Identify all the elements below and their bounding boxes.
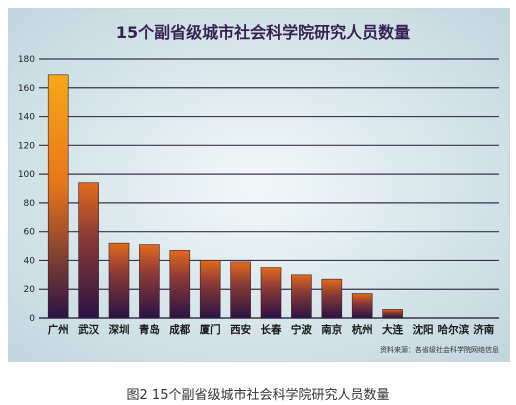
bar — [260, 267, 282, 319]
x-tick-label: 南京 — [321, 323, 342, 336]
y-tick-label: 120 — [18, 141, 35, 151]
bar-chart: 15个副省级城市社会科学院研究人员数量 0 20 40 60 80 100 120 140 16… — [9, 9, 509, 361]
bar — [230, 261, 251, 319]
y-tick-label: 80 — [24, 199, 36, 209]
bar — [199, 260, 221, 319]
y-tick-label: 0 — [29, 314, 35, 324]
bar — [108, 242, 130, 319]
bar — [291, 274, 312, 319]
y-tick-label: 100 — [18, 170, 35, 180]
x-tick-label: 长春 — [261, 323, 282, 336]
x-tick-label: 青岛 — [139, 323, 160, 336]
x-tick-label: 西安 — [230, 323, 251, 336]
bar — [351, 293, 373, 319]
bar — [169, 250, 191, 319]
x-tick-label: 厦门 — [200, 323, 221, 336]
chart-title: 15个副省级城市社会科学院研究人员数量 — [116, 23, 410, 42]
source-note: 资料来源：各省级社会科学院网络信息 — [380, 345, 499, 354]
x-tick-label: 武汉 — [78, 323, 99, 336]
y-tick-label: 180 — [18, 55, 35, 65]
x-tick-label: 杭州 — [352, 323, 373, 336]
x-tick-label: 成都 — [169, 323, 190, 336]
figure-caption: 图2 15个副省级城市社会科学院研究人员数量 — [126, 388, 390, 403]
y-tick-label: 20 — [24, 285, 36, 295]
x-tick-label: 济南 — [473, 323, 494, 336]
x-tick-label: 沈阳 — [413, 323, 434, 336]
y-tick-label: 140 — [18, 113, 35, 123]
x-axis-ticks: 广州 武汉 深圳 青岛 成都 厦门 西安 长春 宁波 南京 杭州 大连 沈阳 哈尔滨 济南 — [48, 323, 495, 336]
chart-frame: 15个副省级城市社会科学院研究人员数量 0 20 40 60 80 100 120 140 16… — [8, 8, 510, 362]
y-tick-label: 60 — [24, 228, 36, 238]
x-tick-label: 哈尔滨 — [438, 323, 470, 336]
x-tick-label: 广州 — [48, 323, 69, 336]
bar — [321, 278, 343, 319]
y-tick-label: 160 — [18, 84, 35, 94]
bar — [139, 244, 160, 319]
x-tick-label: 深圳 — [109, 323, 130, 336]
bar — [78, 182, 99, 319]
y-axis-ticks: 0 20 40 60 80 100 120 140 160 180 — [18, 55, 35, 324]
x-tick-label: 宁波 — [291, 323, 312, 336]
x-tick-label: 大连 — [382, 323, 403, 336]
bar — [382, 309, 403, 319]
bars — [47, 74, 403, 319]
bar — [47, 74, 69, 319]
y-tick-label: 40 — [24, 256, 36, 266]
